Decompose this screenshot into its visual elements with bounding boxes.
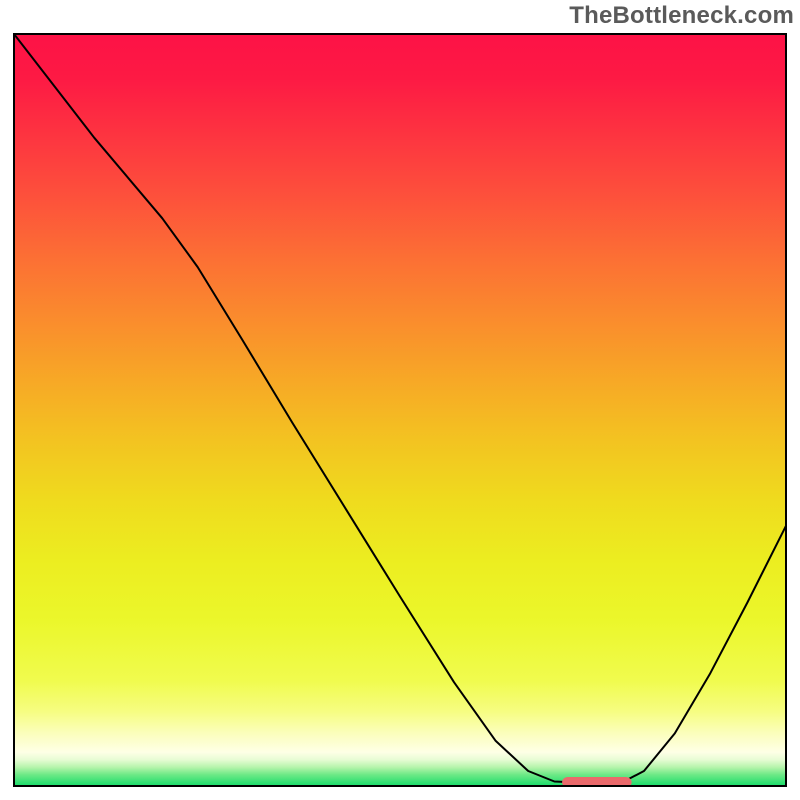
watermark-text: TheBottleneck.com [569,2,794,30]
bottleneck-chart [0,0,800,800]
gradient-background [14,34,786,786]
chart-root: TheBottleneck.com [0,0,800,800]
